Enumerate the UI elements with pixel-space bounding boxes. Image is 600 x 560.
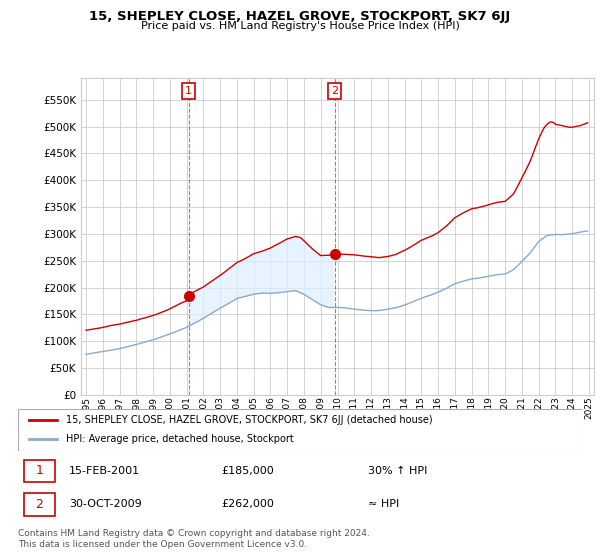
- Text: 1: 1: [35, 464, 43, 477]
- Text: 1: 1: [185, 86, 192, 96]
- Text: 30% ↑ HPI: 30% ↑ HPI: [368, 466, 427, 476]
- FancyBboxPatch shape: [23, 460, 55, 482]
- Text: 30-OCT-2009: 30-OCT-2009: [69, 500, 142, 510]
- Text: 15, SHEPLEY CLOSE, HAZEL GROVE, STOCKPORT, SK7 6JJ: 15, SHEPLEY CLOSE, HAZEL GROVE, STOCKPOR…: [89, 10, 511, 23]
- Text: 15-FEB-2001: 15-FEB-2001: [69, 466, 140, 476]
- Text: £262,000: £262,000: [221, 500, 274, 510]
- Text: 2: 2: [331, 86, 338, 96]
- FancyBboxPatch shape: [23, 493, 55, 516]
- Text: £185,000: £185,000: [221, 466, 274, 476]
- Text: HPI: Average price, detached house, Stockport: HPI: Average price, detached house, Stoc…: [66, 435, 293, 445]
- Text: 15, SHEPLEY CLOSE, HAZEL GROVE, STOCKPORT, SK7 6JJ (detached house): 15, SHEPLEY CLOSE, HAZEL GROVE, STOCKPOR…: [66, 415, 433, 425]
- Text: Contains HM Land Registry data © Crown copyright and database right 2024.
This d: Contains HM Land Registry data © Crown c…: [18, 529, 370, 549]
- Text: 2: 2: [35, 498, 43, 511]
- Text: Price paid vs. HM Land Registry's House Price Index (HPI): Price paid vs. HM Land Registry's House …: [140, 21, 460, 31]
- FancyBboxPatch shape: [18, 409, 582, 451]
- Text: ≈ HPI: ≈ HPI: [368, 500, 399, 510]
